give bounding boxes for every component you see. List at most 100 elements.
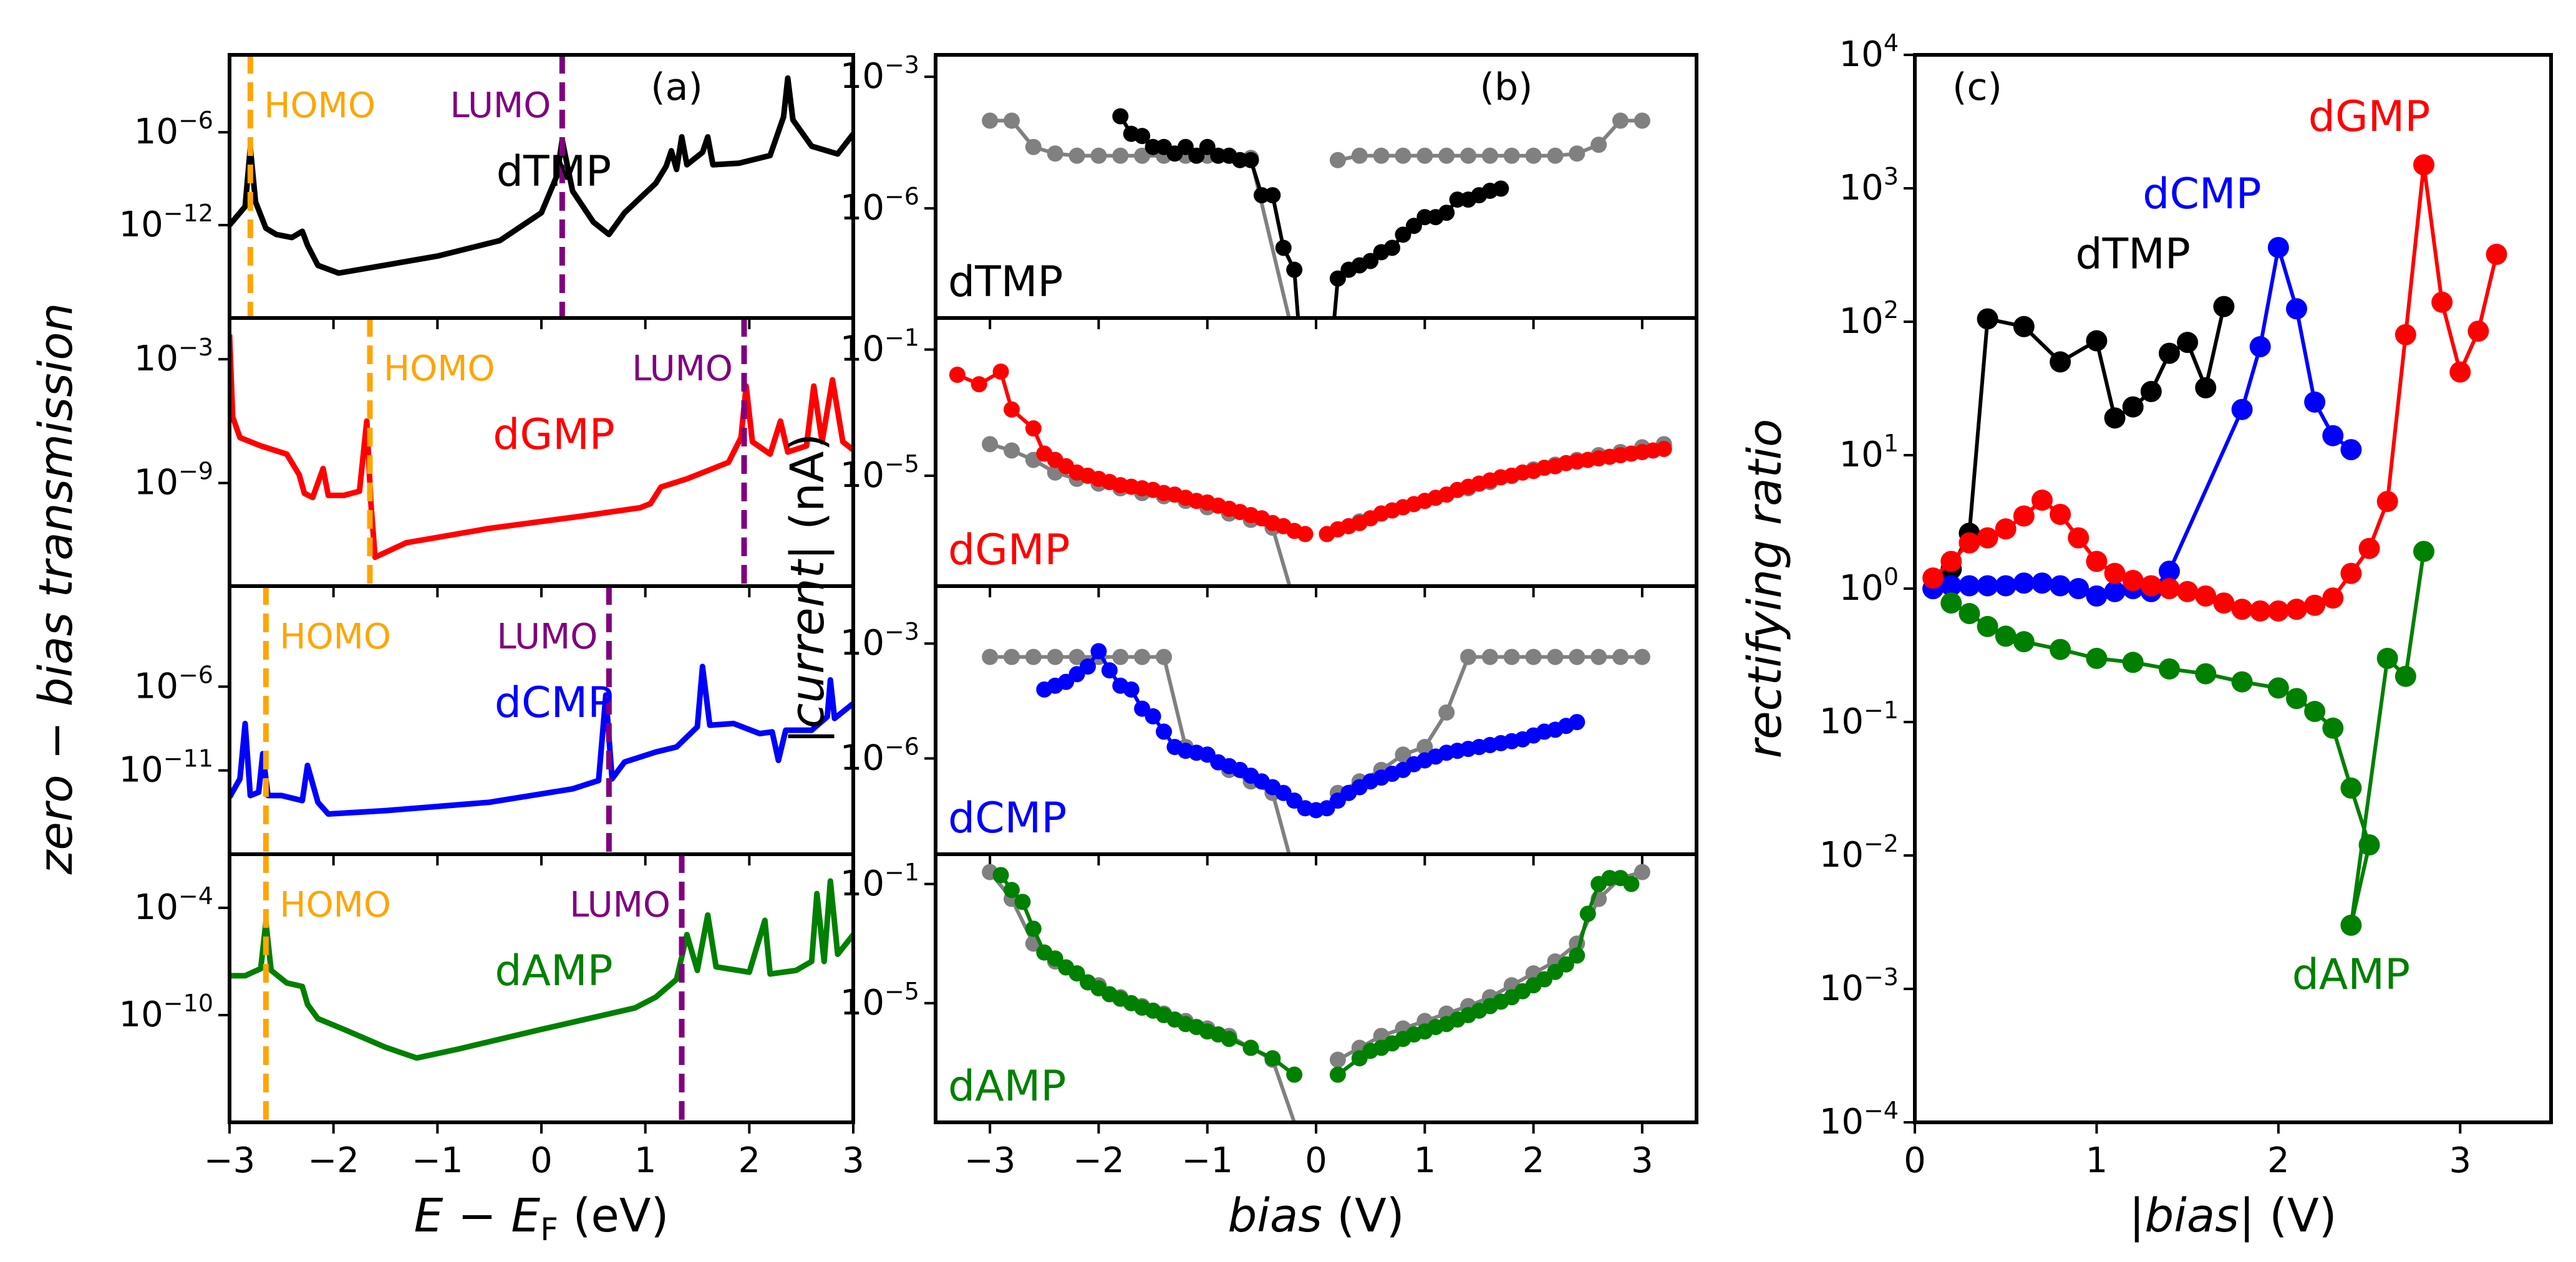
reference-point [1612, 112, 1629, 129]
data-point [2322, 587, 2344, 609]
data-point [1977, 527, 1998, 549]
y-tick-label-exp: 1 [1884, 430, 1899, 457]
data-point [2122, 652, 2144, 673]
data-point [1405, 218, 1422, 234]
reference-point [1004, 112, 1020, 129]
data-point [1297, 526, 1314, 542]
data-point [1493, 180, 1509, 197]
data-point [1101, 662, 1118, 679]
data-point [1134, 128, 1151, 145]
data-point [2267, 600, 2289, 622]
data-point [1177, 138, 1194, 155]
data-point [2304, 391, 2326, 413]
data-point [2013, 316, 2035, 337]
y-tick-label-base: 10 [134, 887, 178, 928]
y-tick-label-base: 10 [1839, 301, 1884, 342]
data-point [2413, 154, 2434, 176]
y-tick-label-exp: −11 [163, 745, 213, 773]
y-tick-label-exp: −6 [884, 183, 919, 210]
data-point [2358, 834, 2380, 856]
data-point [2286, 688, 2307, 710]
data-point [1977, 575, 1998, 597]
data-point [2376, 647, 2398, 669]
reference-point [1634, 864, 1650, 880]
x-axis-label-main: E − E [414, 1189, 541, 1243]
y-tick-label-exp: −4 [178, 882, 213, 910]
y-tick-label: 10−9 [134, 458, 213, 503]
panel-label: (b) [1480, 65, 1533, 109]
y-tick-label: 10−3 [134, 334, 213, 379]
y-tick-label-exp: 0 [1884, 563, 1899, 590]
plot-area [982, 864, 1650, 1122]
y-tick-label-base: 10 [134, 339, 178, 379]
data-point [1569, 714, 1586, 731]
data-point [2322, 425, 2344, 446]
y-tick-label-exp: −3 [178, 334, 213, 361]
reference-point [1525, 648, 1542, 665]
data-point [1995, 625, 2017, 647]
data-point [1977, 308, 1998, 330]
y-tick-label-exp: −3 [884, 618, 919, 645]
reference-point [1329, 152, 1346, 168]
data-point [2086, 330, 2108, 352]
reference-point [1351, 147, 1368, 164]
reference-point [1569, 145, 1586, 162]
data-point [1557, 956, 1574, 973]
x-axis-label-main: |bias| [2129, 1189, 2254, 1243]
transmission-curve-dAMP [230, 878, 853, 1061]
data-point [1264, 187, 1281, 204]
y-tick-label-base: 10 [119, 750, 163, 791]
x-tick-label: 0 [1305, 1140, 1327, 1181]
y-axis-label-main: |current| [781, 545, 835, 744]
y-tick-label: 100 [1839, 563, 1899, 609]
data-point [1362, 253, 1379, 269]
reference-point [1004, 648, 1020, 665]
molecule-label-dAMP: dAMP [948, 1062, 1066, 1111]
data-point [2322, 717, 2344, 739]
y-tick-label: 10−6 [134, 661, 213, 706]
x-tick-label: −3 [204, 1140, 256, 1181]
data-point [1112, 108, 1129, 125]
data-point [1047, 950, 1063, 967]
data-point [992, 364, 1009, 380]
data-point [1329, 270, 1346, 287]
x-tick-label: −1 [412, 1140, 463, 1181]
y-tick-label: 10−5 [840, 450, 919, 496]
reference-point [982, 112, 999, 129]
data-point [2031, 489, 2053, 511]
y-tick-label: 10−11 [119, 745, 213, 791]
data-point [1579, 905, 1596, 922]
transmission-curve-dGMP [230, 334, 853, 561]
x-axis-label-a: E − EF (eV) [414, 1189, 669, 1248]
y-axis-label-c: rectifying ratio [1738, 419, 1792, 759]
y-tick-label-base: 10 [119, 205, 163, 245]
y-tick-label-base: 10 [119, 995, 163, 1035]
data-point [2050, 503, 2071, 525]
series-dTMP: dTMP [1922, 229, 2235, 599]
y-tick-label: 10−3 [840, 618, 919, 663]
plot-area [949, 364, 1672, 586]
y-tick-label-base: 10 [1839, 168, 1884, 208]
reference-point [1612, 648, 1629, 665]
data-point [2231, 671, 2253, 693]
data-point [971, 376, 987, 393]
data-point [1025, 920, 1042, 937]
data-point [2122, 396, 2144, 418]
data-point [2394, 665, 2416, 687]
panel-c-rectifying-ratio: dTMPdCMPdGMPdAMP10410310210110010−110−21… [1819, 29, 2553, 1181]
y-tick-label-base: 10 [840, 455, 884, 496]
reference-point [1068, 147, 1085, 164]
reference-point [1460, 147, 1476, 164]
series-dGMP: dGMP [1922, 92, 2507, 622]
data-point [1395, 226, 1411, 243]
x-tick-label: 1 [1413, 1140, 1436, 1181]
data-point [1286, 1066, 1303, 1083]
reference-point [1547, 147, 1564, 164]
data-point [1995, 575, 2017, 597]
y-tick-label-base: 10 [1839, 568, 1884, 609]
plot-area [982, 108, 1650, 318]
axes-frame [1913, 53, 2553, 1124]
